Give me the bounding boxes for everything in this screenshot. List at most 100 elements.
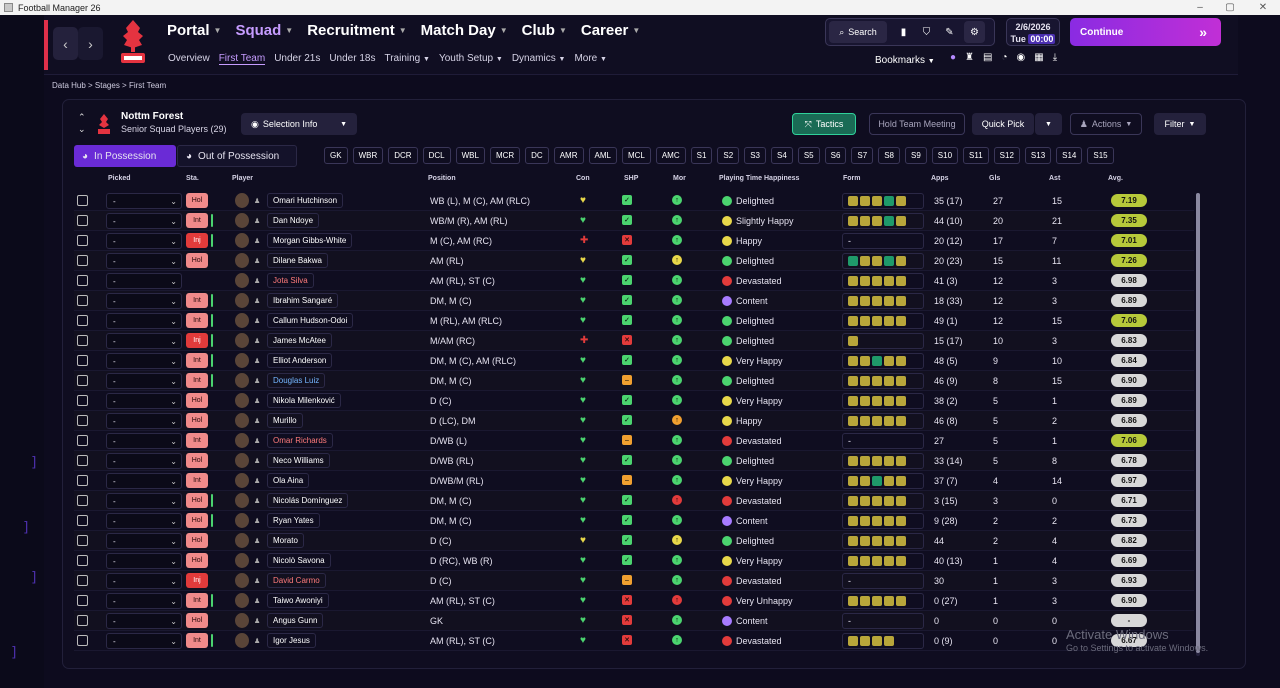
picked-dropdown[interactable]: - ⌄: [106, 473, 182, 489]
chat-icon[interactable]: ●: [950, 52, 957, 63]
form-indicator[interactable]: [842, 513, 924, 529]
form-indicator[interactable]: [842, 193, 924, 209]
position-chip[interactable]: S3: [744, 147, 767, 164]
hold-team-meeting-button[interactable]: Hold Team Meeting: [869, 113, 965, 135]
player-name[interactable]: Nicolò Savona: [267, 553, 331, 568]
status-badge[interactable]: Int: [186, 353, 208, 368]
select-checkbox[interactable]: [77, 375, 88, 386]
form-indicator[interactable]: -: [842, 613, 924, 629]
select-checkbox[interactable]: [77, 555, 88, 566]
avatar[interactable]: [235, 293, 249, 308]
collapse-down-icon[interactable]: ⌄: [78, 124, 86, 134]
select-checkbox[interactable]: [77, 335, 88, 346]
picked-dropdown[interactable]: - ⌄: [106, 253, 182, 269]
avatar[interactable]: [235, 513, 249, 528]
nav-club[interactable]: Club ▼: [522, 22, 567, 39]
select-checkbox[interactable]: [77, 595, 88, 606]
col-form[interactable]: Form: [843, 175, 861, 182]
forward-button[interactable]: ›: [78, 27, 103, 60]
position-chip[interactable]: DC: [525, 147, 549, 164]
form-indicator[interactable]: -: [842, 233, 924, 249]
table-row[interactable]: - ⌄ Hol ♟ Nicolò Savona D (RC), WB (R) ♥ ✓ ↑ Very…: [74, 551, 1194, 571]
avatar[interactable]: [235, 253, 249, 268]
player-name[interactable]: Elliot Anderson: [267, 353, 333, 368]
position-chip[interactable]: S9: [905, 147, 927, 164]
player-name[interactable]: Ryan Yates: [267, 513, 320, 528]
col-status[interactable]: Sta.: [186, 175, 199, 182]
nav-career[interactable]: Career ▼: [581, 22, 640, 39]
table-row[interactable]: - ⌄ Hol ♟ Dilane Bakwa AM (RL) ♥ ✓ ↑ Delighted 20 …: [74, 251, 1194, 271]
player-name[interactable]: Angus Gunn: [267, 613, 324, 628]
table-row[interactable]: - ⌄ Hol ♟ Omari Hutchinson WB (L), M (C), AM …: [74, 191, 1194, 211]
picked-dropdown[interactable]: - ⌄: [106, 513, 182, 529]
select-checkbox[interactable]: [77, 255, 88, 266]
close-icon[interactable]: ✕: [1258, 2, 1268, 13]
nav-squad[interactable]: Squad ▼: [235, 22, 293, 39]
player-name[interactable]: Ola Aina: [267, 473, 310, 488]
bookmarks-menu[interactable]: Bookmarks ▼: [875, 55, 935, 66]
clipboard-icon[interactable]: ▤: [983, 52, 993, 63]
position-chip[interactable]: GK: [324, 147, 348, 164]
form-indicator[interactable]: -: [842, 573, 924, 589]
avatar[interactable]: [235, 233, 249, 248]
status-badge[interactable]: Hol: [186, 413, 208, 428]
form-indicator[interactable]: [842, 213, 924, 229]
position-chip[interactable]: S5: [797, 147, 820, 164]
status-badge[interactable]: Hol: [186, 553, 208, 568]
position-chip[interactable]: S2: [717, 147, 740, 164]
status-badge[interactable]: Int: [186, 313, 208, 328]
select-checkbox[interactable]: [77, 515, 88, 526]
select-checkbox[interactable]: [77, 195, 88, 206]
actions-dropdown[interactable]: ♟ Actions ▼: [1070, 113, 1142, 135]
player-name[interactable]: Igor Jesus: [267, 633, 316, 648]
player-name[interactable]: David Carmo: [267, 573, 326, 588]
form-indicator[interactable]: [842, 293, 924, 309]
table-row[interactable]: - ⌄ Int ♟ Ibrahim Sangaré DM, M (C) ♥ ✓ ↑ Content…: [74, 291, 1194, 311]
picked-dropdown[interactable]: - ⌄: [106, 353, 182, 369]
player-name[interactable]: Taiwo Awoniyi: [267, 593, 329, 608]
position-chip[interactable]: S1: [690, 147, 713, 164]
avatar[interactable]: [235, 553, 249, 568]
col-average-rating[interactable]: Avg.: [1108, 175, 1123, 182]
position-chip[interactable]: S13: [1024, 147, 1052, 164]
col-morale[interactable]: Mor: [673, 175, 686, 182]
position-chip[interactable]: S7: [851, 147, 874, 164]
table-row[interactable]: - ⌄ Inj ♟ Morgan Gibbs-White M (C), AM (RC) ✚ ✕…: [74, 231, 1194, 251]
status-badge[interactable]: Int: [186, 373, 208, 388]
position-chip[interactable]: S8: [878, 147, 900, 164]
table-scrollbar[interactable]: [1196, 193, 1200, 656]
whistle-icon[interactable]: ◔: [1001, 52, 1008, 63]
table-row[interactable]: - ⌄ Hol ♟ Murillo D (LC), DM ♥ ✓ ↑ Happy 46 (8) 5 2 6…: [74, 411, 1194, 431]
picked-dropdown[interactable]: - ⌄: [106, 593, 182, 609]
select-checkbox[interactable]: [77, 355, 88, 366]
picked-dropdown[interactable]: - ⌄: [106, 193, 182, 209]
date-display[interactable]: 2/6/2026 Tue 00:00: [1006, 18, 1060, 46]
form-indicator[interactable]: [842, 473, 924, 489]
in-possession-tab[interactable]: ◕ In Possession: [74, 145, 176, 167]
table-row[interactable]: - ⌄ Int ♟ Elliot Anderson DM, M (C), AM (RLC)…: [74, 351, 1194, 371]
picked-dropdown[interactable]: - ⌄: [106, 573, 182, 589]
position-chip[interactable]: S4: [771, 147, 793, 164]
search-button[interactable]: ⌕ Search: [829, 21, 887, 43]
out-of-possession-tab[interactable]: ◕ Out of Possession: [177, 145, 297, 167]
nav-match-day[interactable]: Match Day ▼: [421, 22, 508, 39]
status-badge[interactable]: Int: [186, 633, 208, 648]
quick-pick-button[interactable]: Quick Pick: [972, 113, 1034, 135]
status-badge[interactable]: Hol: [186, 253, 208, 268]
avatar[interactable]: [235, 353, 249, 368]
position-chip[interactable]: WBL: [455, 147, 485, 164]
position-chip[interactable]: MCR: [489, 147, 521, 164]
form-indicator[interactable]: [842, 633, 924, 649]
col-playing-time-happiness[interactable]: Playing Time Happiness: [719, 175, 800, 182]
table-row[interactable]: - ⌄ Int ♟ Ola Aina D/WB/M (RL) ♥ – ↑ Very Happy 37…: [74, 471, 1194, 491]
form-indicator[interactable]: [842, 353, 924, 369]
breadcrumb-item[interactable]: First Team: [128, 81, 167, 90]
maximize-icon[interactable]: ▢: [1225, 2, 1235, 13]
col-goals[interactable]: Gls: [989, 175, 1001, 182]
player-name[interactable]: Morato: [267, 533, 304, 548]
table-row[interactable]: - ⌄ Hol ♟ Morato D (C) ♥ ✓ ↑ Delighted 44 2 4 6.82: [74, 531, 1194, 551]
form-indicator[interactable]: [842, 493, 924, 509]
col-apps[interactable]: Apps: [931, 175, 949, 182]
player-name[interactable]: Dilane Bakwa: [267, 253, 328, 268]
form-indicator[interactable]: [842, 333, 924, 349]
